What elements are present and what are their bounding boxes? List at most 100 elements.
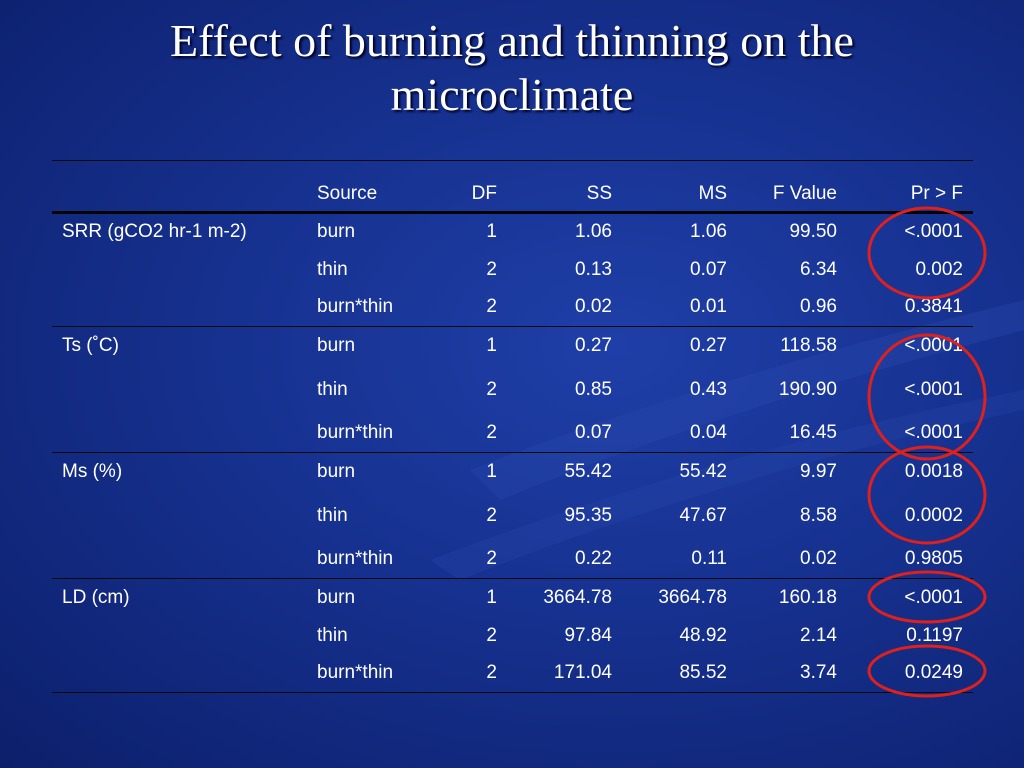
cell-ms: 1.06 xyxy=(690,221,727,243)
cell-ss: 0.85 xyxy=(575,378,612,400)
slide-title-line-2: microclimate xyxy=(390,69,634,120)
cell-f-value: 160.18 xyxy=(778,586,837,608)
cell-pr-f: 0.0249 xyxy=(904,662,963,684)
cell-df: 1 xyxy=(486,586,497,608)
cell-ms: 47.67 xyxy=(679,504,727,526)
cell-df: 2 xyxy=(486,378,497,400)
header-pr-f: Pr > F xyxy=(910,183,963,204)
header-blank xyxy=(52,161,307,213)
cell-source: burn xyxy=(317,221,356,243)
slide-title: Effect of burning and thinning on the mi… xyxy=(0,14,1024,122)
cell-ss: 0.07 xyxy=(575,422,612,444)
cell-pr-f: 0.3841 xyxy=(904,296,963,318)
cell-pr-f: 0.9805 xyxy=(904,548,963,570)
cell-f-value: 16.45 xyxy=(789,422,837,444)
cell-f-value: 118.58 xyxy=(780,334,837,356)
cell-pr-f: <.0001 xyxy=(904,334,963,356)
cell-f-value: 3.74 xyxy=(800,662,837,684)
cell-f-value: 190.90 xyxy=(778,378,837,400)
cell-source: burn xyxy=(317,334,356,356)
cell-source: burn*thin xyxy=(317,548,394,570)
cell-ss: 0.22 xyxy=(575,548,612,570)
table-header-row: Source DF SS MS F Value Pr > F xyxy=(52,160,973,213)
cell-df: 2 xyxy=(486,548,497,570)
cell-pr-f: 0.002 xyxy=(915,258,963,280)
cell-source: burn*thin xyxy=(317,296,394,318)
cell-ms: 0.07 xyxy=(690,258,727,280)
cell-f-value: 2.14 xyxy=(800,624,837,646)
cell-pr-f: 0.0002 xyxy=(904,504,963,526)
cell-f-value: 6.34 xyxy=(800,258,837,280)
cell-df: 2 xyxy=(486,258,497,280)
cell-ss: 0.13 xyxy=(575,258,612,280)
header-df: DF xyxy=(471,183,497,204)
header-ss: SS xyxy=(586,183,612,204)
cell-ss: 95.35 xyxy=(564,504,612,526)
cell-ms: 0.43 xyxy=(690,378,727,400)
variable-label-empty xyxy=(52,365,307,415)
cell-f-value: 9.97 xyxy=(800,460,837,482)
cell-pr-f: <.0001 xyxy=(904,378,963,400)
variable-label-empty xyxy=(52,415,307,453)
cell-ms: 0.04 xyxy=(690,422,727,444)
table-row: thin 2 95.35 47.67 8.58 0.0002 xyxy=(52,491,973,541)
table-row: LD (cm) burn 1 3664.78 3664.78 160.18 <.0001 xyxy=(52,579,973,617)
cell-pr-f: <.0001 xyxy=(904,586,963,608)
cell-df: 2 xyxy=(486,422,497,444)
variable-label-empty xyxy=(52,541,307,579)
variable-label: SRR (gCO2 hr-1 m-2) xyxy=(62,221,247,243)
cell-ms: 0.01 xyxy=(690,296,727,318)
cell-ms: 55.42 xyxy=(679,460,727,482)
table-row: thin 2 0.85 0.43 190.90 <.0001 xyxy=(52,365,973,415)
cell-ss: 55.42 xyxy=(564,460,612,482)
cell-df: 1 xyxy=(486,460,497,482)
cell-pr-f: <.0001 xyxy=(904,221,963,243)
cell-source: burn*thin xyxy=(317,422,394,444)
table-row: thin 2 97.84 48.92 2.14 0.1197 xyxy=(52,617,973,655)
cell-source: burn xyxy=(317,586,356,608)
variable-label: LD (cm) xyxy=(62,586,130,608)
cell-pr-f: 0.1197 xyxy=(906,624,963,646)
variable-label-empty xyxy=(52,289,307,327)
header-ms: MS xyxy=(698,183,728,204)
header-source: Source xyxy=(317,183,378,204)
cell-source: thin xyxy=(317,624,348,646)
table-row: burn*thin 2 171.04 85.52 3.74 0.0249 xyxy=(52,655,973,693)
cell-ms: 3664.78 xyxy=(658,586,727,608)
variable-label-empty xyxy=(52,617,307,655)
cell-f-value: 8.58 xyxy=(800,504,837,526)
table-row: burn*thin 2 0.22 0.11 0.02 0.9805 xyxy=(52,541,973,579)
cell-f-value: 99.50 xyxy=(789,221,837,243)
cell-source: thin xyxy=(317,258,348,280)
cell-ss: 171.04 xyxy=(553,662,612,684)
variable-label: Ts (˚C) xyxy=(62,334,119,356)
cell-df: 2 xyxy=(486,504,497,526)
cell-ms: 85.52 xyxy=(679,662,727,684)
cell-f-value: 0.96 xyxy=(800,296,837,318)
variable-label: Ms (%) xyxy=(62,460,123,482)
cell-source: thin xyxy=(317,504,348,526)
variable-label-empty xyxy=(52,655,307,693)
table-row: burn*thin 2 0.02 0.01 0.96 0.3841 xyxy=(52,289,973,327)
cell-ss: 0.27 xyxy=(575,334,612,356)
cell-pr-f: 0.0018 xyxy=(904,460,963,482)
cell-ms: 0.27 xyxy=(690,334,727,356)
table-row: Ms (%) burn 1 55.42 55.42 9.97 0.0018 xyxy=(52,453,973,491)
cell-ss: 0.02 xyxy=(575,296,612,318)
cell-ss: 97.84 xyxy=(564,624,612,646)
cell-ss: 3664.78 xyxy=(543,586,612,608)
variable-label-empty xyxy=(52,491,307,541)
cell-ss: 1.06 xyxy=(575,221,612,243)
variable-label-empty xyxy=(52,251,307,289)
table-row: Ts (˚C) burn 1 0.27 0.27 118.58 <.0001 xyxy=(52,327,973,365)
cell-f-value: 0.02 xyxy=(800,548,837,570)
cell-df: 2 xyxy=(486,662,497,684)
cell-source: thin xyxy=(317,378,348,400)
cell-ms: 48.92 xyxy=(679,624,727,646)
table-body: SRR (gCO2 hr-1 m-2) burn 1 1.06 1.06 99.50 <.0… xyxy=(52,213,973,693)
table-row: thin 2 0.13 0.07 6.34 0.002 xyxy=(52,251,973,289)
anova-table: Source DF SS MS F Value Pr > F SRR (gCO2… xyxy=(52,160,973,693)
cell-df: 2 xyxy=(486,296,497,318)
cell-df: 2 xyxy=(486,624,497,646)
cell-ms: 0.11 xyxy=(691,548,727,570)
